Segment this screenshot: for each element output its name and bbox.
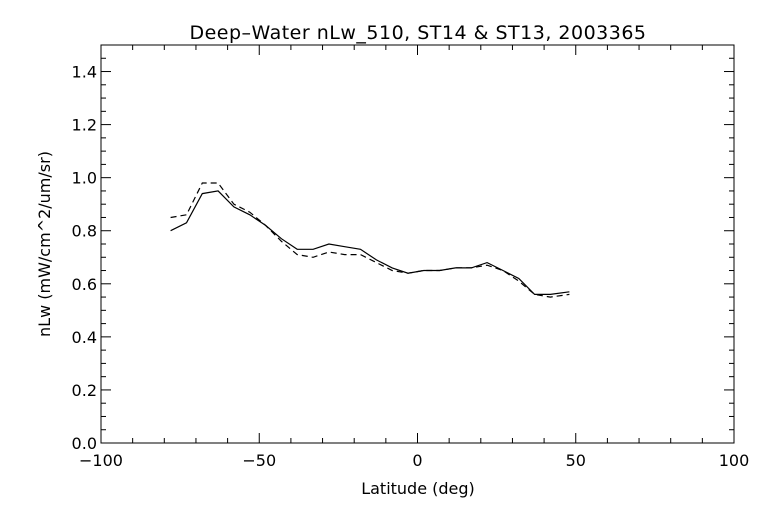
x-tick-label: 50 [566,451,586,470]
y-tick-label: 0.6 [72,275,97,294]
x-tick-label: −100 [79,451,123,470]
y-tick-label: 0.4 [72,328,97,347]
y-tick-label: 1.2 [72,116,97,135]
tick-labels: −100 −50 0 50 100 0.0 0.2 0.4 0.6 0.8 1.0 1.2 1.4 [72,63,750,470]
y-tick-label: 1.4 [72,63,97,82]
y-tick-label: 0.8 [72,222,97,241]
y-tick-label: 0.2 [72,381,97,400]
y-tick-label: 0.0 [72,434,97,453]
x-axis-label: Latitude (deg) [361,479,475,498]
x-tick-label: −50 [242,451,276,470]
chart-title: Deep–Water nLw_510, ST14 & ST13, 2003365 [189,22,646,44]
axis-ticks [100,44,735,444]
series-line-dashed [170,182,570,298]
plot-frame [100,44,735,444]
y-axis-label: nLw (mW/cm^2/um/sr) [35,151,54,337]
series-line-solid [170,190,570,295]
series-group [170,182,570,298]
x-tick-label: 100 [719,451,750,470]
y-tick-label: 1.0 [72,169,97,188]
x-tick-label: 0 [412,451,422,470]
